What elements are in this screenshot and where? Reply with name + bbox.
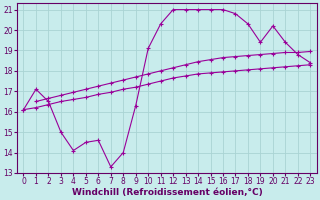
X-axis label: Windchill (Refroidissement éolien,°C): Windchill (Refroidissement éolien,°C)	[72, 188, 262, 197]
